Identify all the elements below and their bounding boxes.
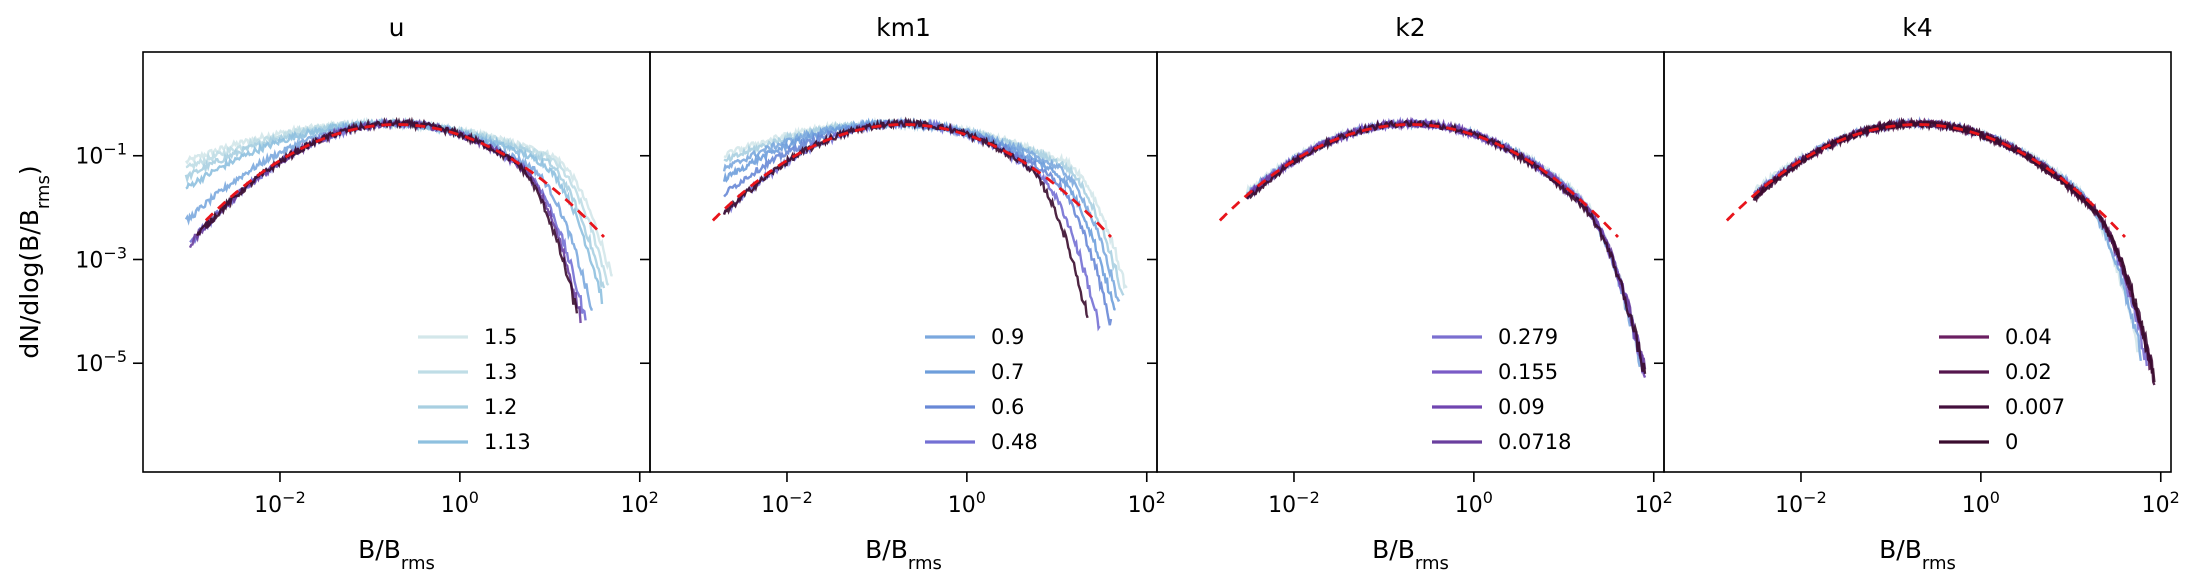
x-tick-label: 102: [1635, 488, 1673, 519]
series-group: [711, 116, 1128, 332]
x-axis-label: B/Brms: [358, 535, 435, 574]
panel-u: 10−2 100 10210−110−310−5uB/Brms1.51.31.21.…: [75, 13, 658, 574]
legend-label: 0.0718: [1498, 430, 1571, 454]
x-tick-label: 102: [2142, 488, 2180, 519]
x-tick-label: 102: [621, 488, 659, 519]
panel-title: k2: [1395, 13, 1425, 42]
legend-label: 0.155: [1498, 360, 1558, 384]
panel-frame: [1156, 51, 1665, 473]
y-tick-label: 10−1: [75, 139, 127, 170]
legend: 1.5 1.3 1.2 1.13: [418, 325, 531, 454]
legend-label: 0.04: [2005, 325, 2052, 349]
legend-label: 0: [2005, 430, 2018, 454]
reference-fit-curve: [1725, 123, 2127, 238]
x-axis-label: B/Brms: [1372, 535, 1449, 574]
x-tick-label: 10−2: [254, 488, 306, 519]
series-1.2: [184, 118, 606, 289]
x-tick-label: 100: [441, 488, 479, 519]
legend-label: 0.48: [991, 430, 1038, 454]
reference-fit-curve: [1218, 123, 1620, 238]
series-group: [184, 116, 613, 324]
series-0: [1245, 119, 1647, 375]
series-0.007: [1752, 116, 2156, 386]
legend-label: 1.13: [484, 430, 531, 454]
x-tick-label: 10−2: [761, 488, 813, 519]
x-axis-label: B/Brms: [1879, 535, 1956, 574]
series-0.0718: [1246, 117, 1647, 370]
series-0.6: [723, 118, 1113, 326]
x-tick-label: 100: [1962, 488, 2000, 519]
panel-title: k4: [1902, 13, 1932, 42]
x-tick-label: 100: [948, 488, 986, 519]
legend-label: 0.6: [991, 395, 1024, 419]
x-tick-label: 102: [1128, 488, 1166, 519]
series-group: [1725, 116, 2156, 386]
x-tick-label: 10−2: [1775, 488, 1827, 519]
legend-label: 0.09: [1498, 395, 1545, 419]
x-axis-label: B/Brms: [865, 535, 942, 574]
legend-label: 1.2: [484, 395, 517, 419]
legend: 0.9 0.7 0.6 0.48: [925, 325, 1038, 454]
legend: 0.04 0.02 0.007 0: [1939, 325, 2065, 454]
legend-label: 1.3: [484, 360, 517, 384]
legend-label: 0.279: [1498, 325, 1558, 349]
panel-km1: 10−2 100 102 km1 B/Brms 0.9 0.7 0.6 0.48: [640, 13, 1166, 574]
series-0.9: [722, 116, 1121, 303]
legend-label: 1.5: [484, 325, 517, 349]
y-axis-label: dN/dlog(B/Brms): [15, 165, 54, 358]
legend-label: 0.9: [991, 325, 1024, 349]
legend: 0.279 0.155 0.09 0.0718: [1432, 325, 1571, 454]
reference-fit-curve: [204, 123, 606, 238]
series-0: [1753, 118, 2156, 383]
panel-title: u: [389, 13, 405, 42]
legend-label: 0.7: [991, 360, 1024, 384]
panel-k4: 10−2 100 102 k4 B/Brms 0.04 0.02 0.007 0: [1654, 13, 2180, 574]
legend-label: 0.007: [2005, 395, 2065, 419]
y-tick-label: 10−3: [75, 243, 127, 274]
panel-title: km1: [876, 13, 931, 42]
legend-label: 0.02: [2005, 360, 2052, 384]
panel-k2: 10−2 100 102 k2 B/Brms 0.279 0.155 0.09 0.0718: [1147, 13, 1673, 574]
series-0.09: [1246, 116, 1647, 379]
series-0.02: [1753, 117, 2152, 371]
reference-fit-curve: [711, 123, 1113, 238]
panel-frame: [1663, 51, 2172, 473]
panel-frame: [142, 51, 651, 473]
x-tick-label: 10−2: [1268, 488, 1320, 519]
x-tick-label: 100: [1455, 488, 1493, 519]
series-0: [722, 116, 1089, 319]
series-group: [1218, 116, 1647, 379]
y-tick-label: 10−5: [75, 347, 127, 378]
